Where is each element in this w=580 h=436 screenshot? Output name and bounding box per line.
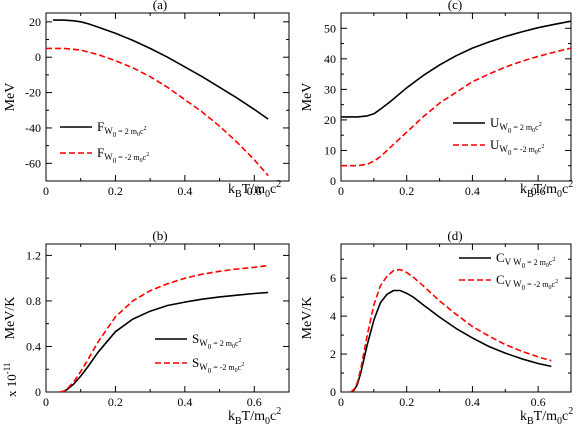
panel-b: (b) 0 0.2 0.4 0.6 0 0.4 0.8 1.2 MeV/K x 10-11 kBT/m… — [2, 228, 290, 427]
y-tick-label: 20 — [29, 15, 41, 29]
y-axis-label: MeV — [3, 83, 18, 112]
legend: FW0 = 2 m0c2 FW0 = -2 m0c2 — [60, 119, 149, 165]
x-tick-label: 0.6 — [247, 395, 262, 409]
y-tick-label: 4 — [330, 309, 336, 323]
x-tick-label: 0 — [338, 395, 344, 409]
y-tick-label: -40 — [25, 121, 41, 135]
legend-label-2: SW0 = -2 m0c2 — [192, 355, 244, 375]
panel-a: (a) 0 0.2 0.4 0.6 -60 -40 -20 0 20 MeV kBT/m0c2 FW0 … — [3, 0, 290, 200]
plot-frame — [340, 12, 572, 182]
legend-label-1: UW0 = 2 m0c2 — [490, 115, 542, 135]
y-tick-label: 30 — [324, 82, 336, 96]
y-tick-label: 50 — [324, 21, 336, 35]
series-line-2 — [46, 47, 269, 177]
plot-frame — [45, 12, 290, 182]
y-tick-label: 40 — [324, 52, 336, 66]
y-axis-label: MeV — [300, 83, 315, 112]
y-axis-factor: x 10-11 — [2, 363, 19, 397]
x-tick-label: 0.4 — [465, 395, 480, 409]
x-tick-label: 0 — [43, 395, 49, 409]
y-tick-label: 1.2 — [26, 248, 41, 262]
y-tick-label: 0 — [330, 385, 336, 399]
y-tick-label: 0 — [35, 385, 41, 399]
x-tick-label: 0.6 — [531, 395, 546, 409]
series-line-1 — [59, 291, 269, 392]
x-tick-label: 0.2 — [108, 395, 123, 409]
x-axis-label: kBT/m0c2 — [520, 406, 573, 427]
panel-label: (a) — [153, 0, 167, 12]
y-tick-label: -20 — [25, 86, 41, 100]
y-tick-label: 0.8 — [26, 294, 41, 308]
panel-c: (c) 0 0.2 0.4 0.6 0 10 20 30 40 50 MeV kBT/m0c2 UW0 =… — [300, 0, 573, 200]
x-tick-label: 0.6 — [247, 184, 262, 198]
legend: SW0 = 2 m0c2 SW0 = -2 m0c2 — [155, 331, 244, 375]
series-line-1 — [52, 19, 269, 120]
y-tick-label: 0.4 — [26, 339, 41, 353]
x-tick-label: 0.4 — [177, 395, 192, 409]
x-tick-label: 0 — [43, 184, 49, 198]
x-axis-label: kBT/m0c2 — [228, 406, 281, 427]
series-line-1 — [350, 289, 552, 392]
panel-label: (c) — [448, 0, 462, 12]
legend-label-2: UW0 = -2 m0c2 — [490, 137, 544, 157]
series-line-2 — [350, 268, 552, 392]
x-tick-label: 0.4 — [465, 184, 480, 198]
legend-label-1: CV W0 = 2 m0c2 — [496, 250, 555, 270]
y-tick-label: -60 — [25, 156, 41, 170]
panel-d: (d) 0 0.2 0.4 0.6 0 2 4 6 MeV/K kBT/m0c2 CV W0 = 2 … — [300, 228, 573, 427]
y-tick-label: 2 — [330, 347, 336, 361]
y-tick-label: 6 — [330, 271, 336, 285]
x-tick-label: 0 — [338, 184, 344, 198]
plot-frame — [45, 243, 290, 393]
y-axis-label: MeV/K — [3, 297, 18, 340]
x-tick-label: 0.6 — [531, 184, 546, 198]
series-line-2 — [59, 264, 269, 392]
legend-label-1: FW0 = 2 m0c2 — [97, 119, 147, 139]
x-tick-label: 0.2 — [399, 395, 414, 409]
x-tick-label: 0.2 — [399, 184, 414, 198]
y-tick-label: 0 — [35, 50, 41, 64]
x-axis-label: kBT/m0c2 — [228, 179, 281, 200]
series-line-1 — [341, 20, 571, 118]
y-tick-label: 10 — [324, 143, 336, 157]
legend-label-2: FW0 = -2 m0c2 — [97, 145, 149, 165]
series-line-2 — [341, 47, 571, 167]
legend-label-1: SW0 = 2 m0c2 — [192, 331, 242, 351]
x-axis-label: kBT/m0c2 — [520, 179, 573, 200]
y-tick-label: 0 — [330, 174, 336, 188]
panel-label: (b) — [152, 228, 167, 243]
panel-label: (d) — [447, 228, 462, 243]
x-tick-label: 0.4 — [177, 184, 192, 198]
y-tick-label: 20 — [324, 113, 336, 127]
y-axis-label: MeV/K — [300, 297, 315, 340]
legend-label-2: CV W0 = -2 m0c2 — [496, 272, 558, 292]
plot-frame — [340, 243, 572, 393]
x-tick-label: 0.2 — [108, 184, 123, 198]
